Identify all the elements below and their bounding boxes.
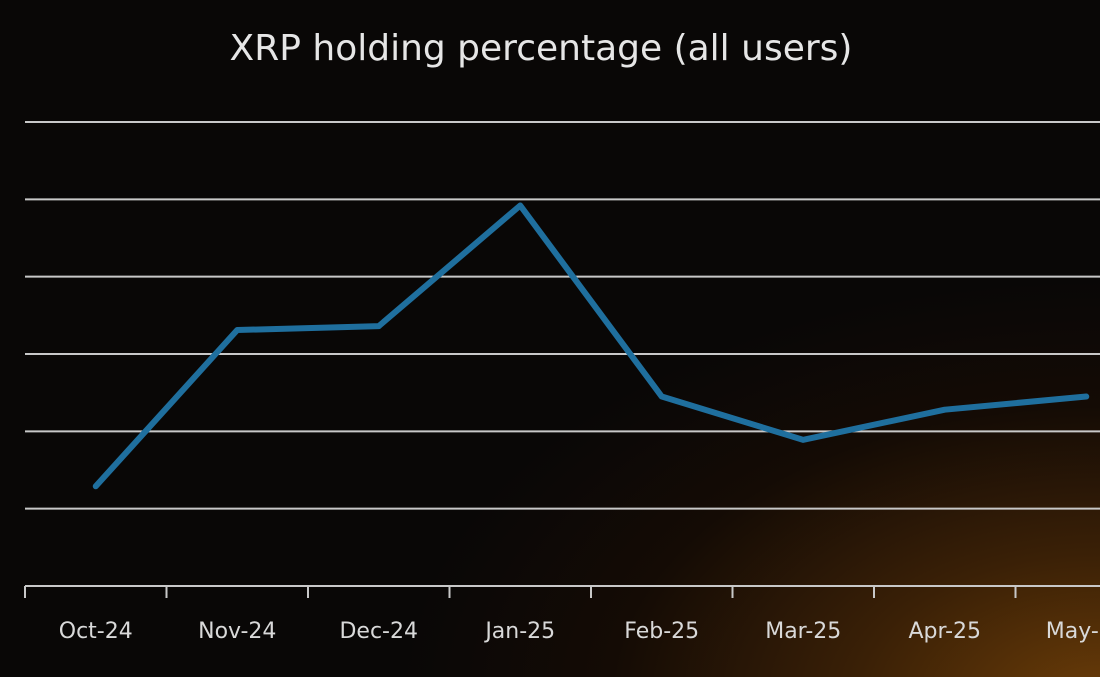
x-axis (24, 585, 1100, 598)
x-tick-label: Jan-25 (483, 619, 555, 644)
series-line (92, 202, 1090, 490)
x-tick-label: Feb-25 (624, 619, 699, 644)
x-tick-label: Oct-24 (59, 619, 133, 644)
chart-title: XRP holding percentage (all users) (230, 28, 853, 69)
x-tick-label: May-25 (1046, 619, 1100, 644)
x-tick-labels: Oct-24 Nov-24 Dec-24 Jan-25 Feb-25 Mar-25 Apr-… (59, 619, 1100, 644)
gridlines (25, 121, 1100, 510)
x-tick-label: Mar-25 (765, 619, 841, 644)
x-tick-label: Nov-24 (198, 619, 276, 644)
series (92, 202, 1090, 490)
x-tick-label: Apr-25 (908, 619, 981, 644)
x-tick-label: Dec-24 (339, 619, 418, 644)
